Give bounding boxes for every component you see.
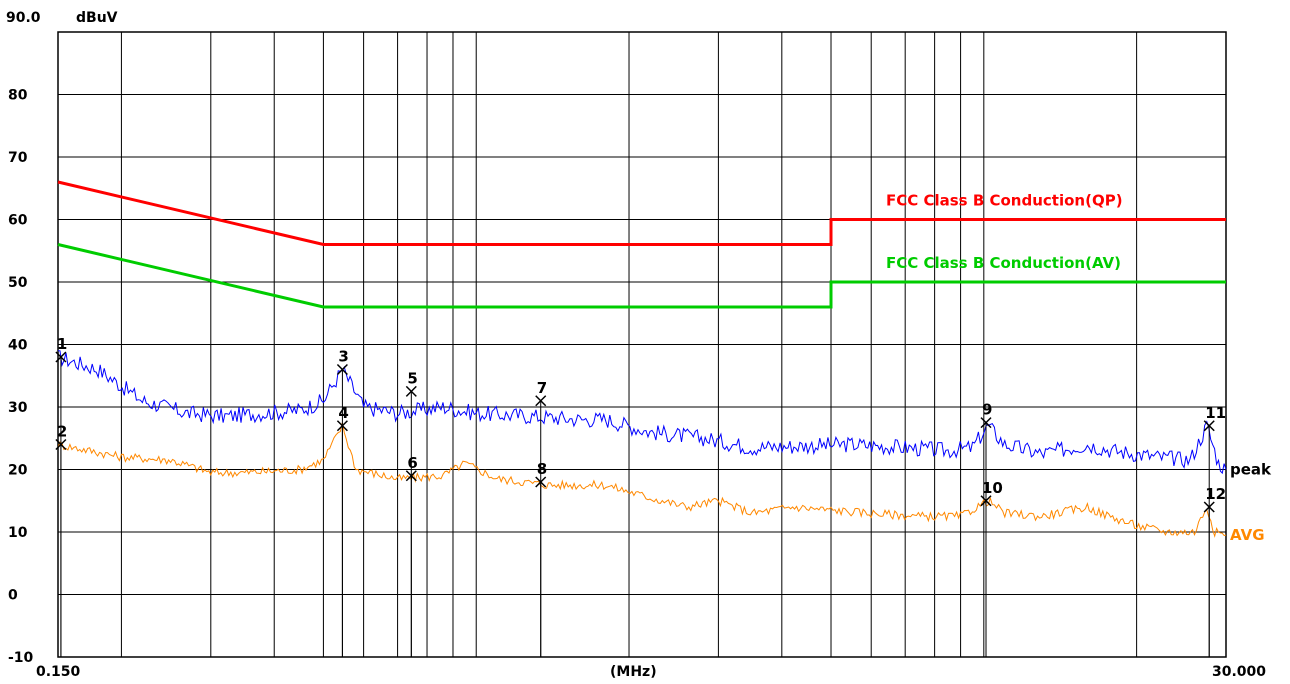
legend-entry: FCC Class B Conduction(QP) — [886, 192, 1123, 210]
marker-x — [980, 417, 992, 429]
marker-x — [55, 438, 67, 451]
y-tick-label: 10 — [8, 525, 28, 541]
marker-label: 9 — [982, 401, 992, 419]
marker-label: 3 — [338, 348, 348, 366]
marker-label: 4 — [338, 404, 348, 422]
x-start-label: 0.150 — [36, 664, 81, 680]
marker-label: 1 — [57, 335, 67, 353]
marker-label: 10 — [982, 479, 1003, 497]
x-end-label: 30.000 — [1212, 664, 1266, 680]
y-top-label: 90.0 — [6, 10, 41, 26]
marker-x — [405, 385, 417, 397]
grid — [58, 32, 1226, 658]
limit-line — [57, 243, 1226, 309]
y-tick-label: 40 — [8, 338, 28, 354]
marker-x — [1203, 420, 1215, 432]
marker-x — [1203, 501, 1215, 513]
marker-label: 12 — [1205, 485, 1226, 503]
limit-lines — [57, 180, 1226, 309]
y-tick-label: 30 — [8, 400, 28, 416]
y-tick-label: 60 — [8, 213, 28, 229]
y-tick-label: 0 — [8, 588, 18, 604]
measurement-series — [57, 350, 1227, 538]
marker-x — [980, 495, 992, 507]
y-axis-label: dBuV — [76, 10, 118, 26]
plot-frame — [57, 31, 1227, 658]
marker-label: 5 — [407, 369, 417, 387]
marker-x — [336, 420, 348, 432]
marker-x — [55, 351, 67, 363]
y-tick-label: 80 — [8, 88, 28, 104]
x-axis-label: (MHz) — [610, 664, 657, 680]
marker-x — [535, 476, 547, 488]
series-line — [57, 422, 1227, 538]
marker-label: 7 — [537, 379, 547, 397]
marker-label: 2 — [57, 423, 67, 441]
marker-label: 8 — [537, 460, 547, 478]
series-end-label: AVG — [1230, 526, 1265, 544]
marker-x — [405, 470, 417, 482]
y-tick-label: 20 — [8, 463, 28, 479]
y-tick-labels: 80 70 60 50 40 30 20 10 0 -10 — [8, 88, 34, 667]
legend: FCC Class B Conduction(QP) FCC Class B Co… — [886, 192, 1272, 545]
marker-x — [535, 395, 547, 407]
series-end-label: peak — [1230, 461, 1272, 479]
marker-x — [336, 363, 348, 376]
y-tick-label: -10 — [8, 650, 34, 666]
series-line — [57, 350, 1227, 475]
marker-label: 6 — [407, 454, 417, 472]
limit-line — [57, 180, 1226, 246]
y-tick-label: 50 — [8, 275, 28, 291]
y-tick-label: 70 — [8, 150, 28, 166]
legend-entry: FCC Class B Conduction(AV) — [886, 254, 1121, 272]
marker-label: 11 — [1205, 404, 1226, 422]
